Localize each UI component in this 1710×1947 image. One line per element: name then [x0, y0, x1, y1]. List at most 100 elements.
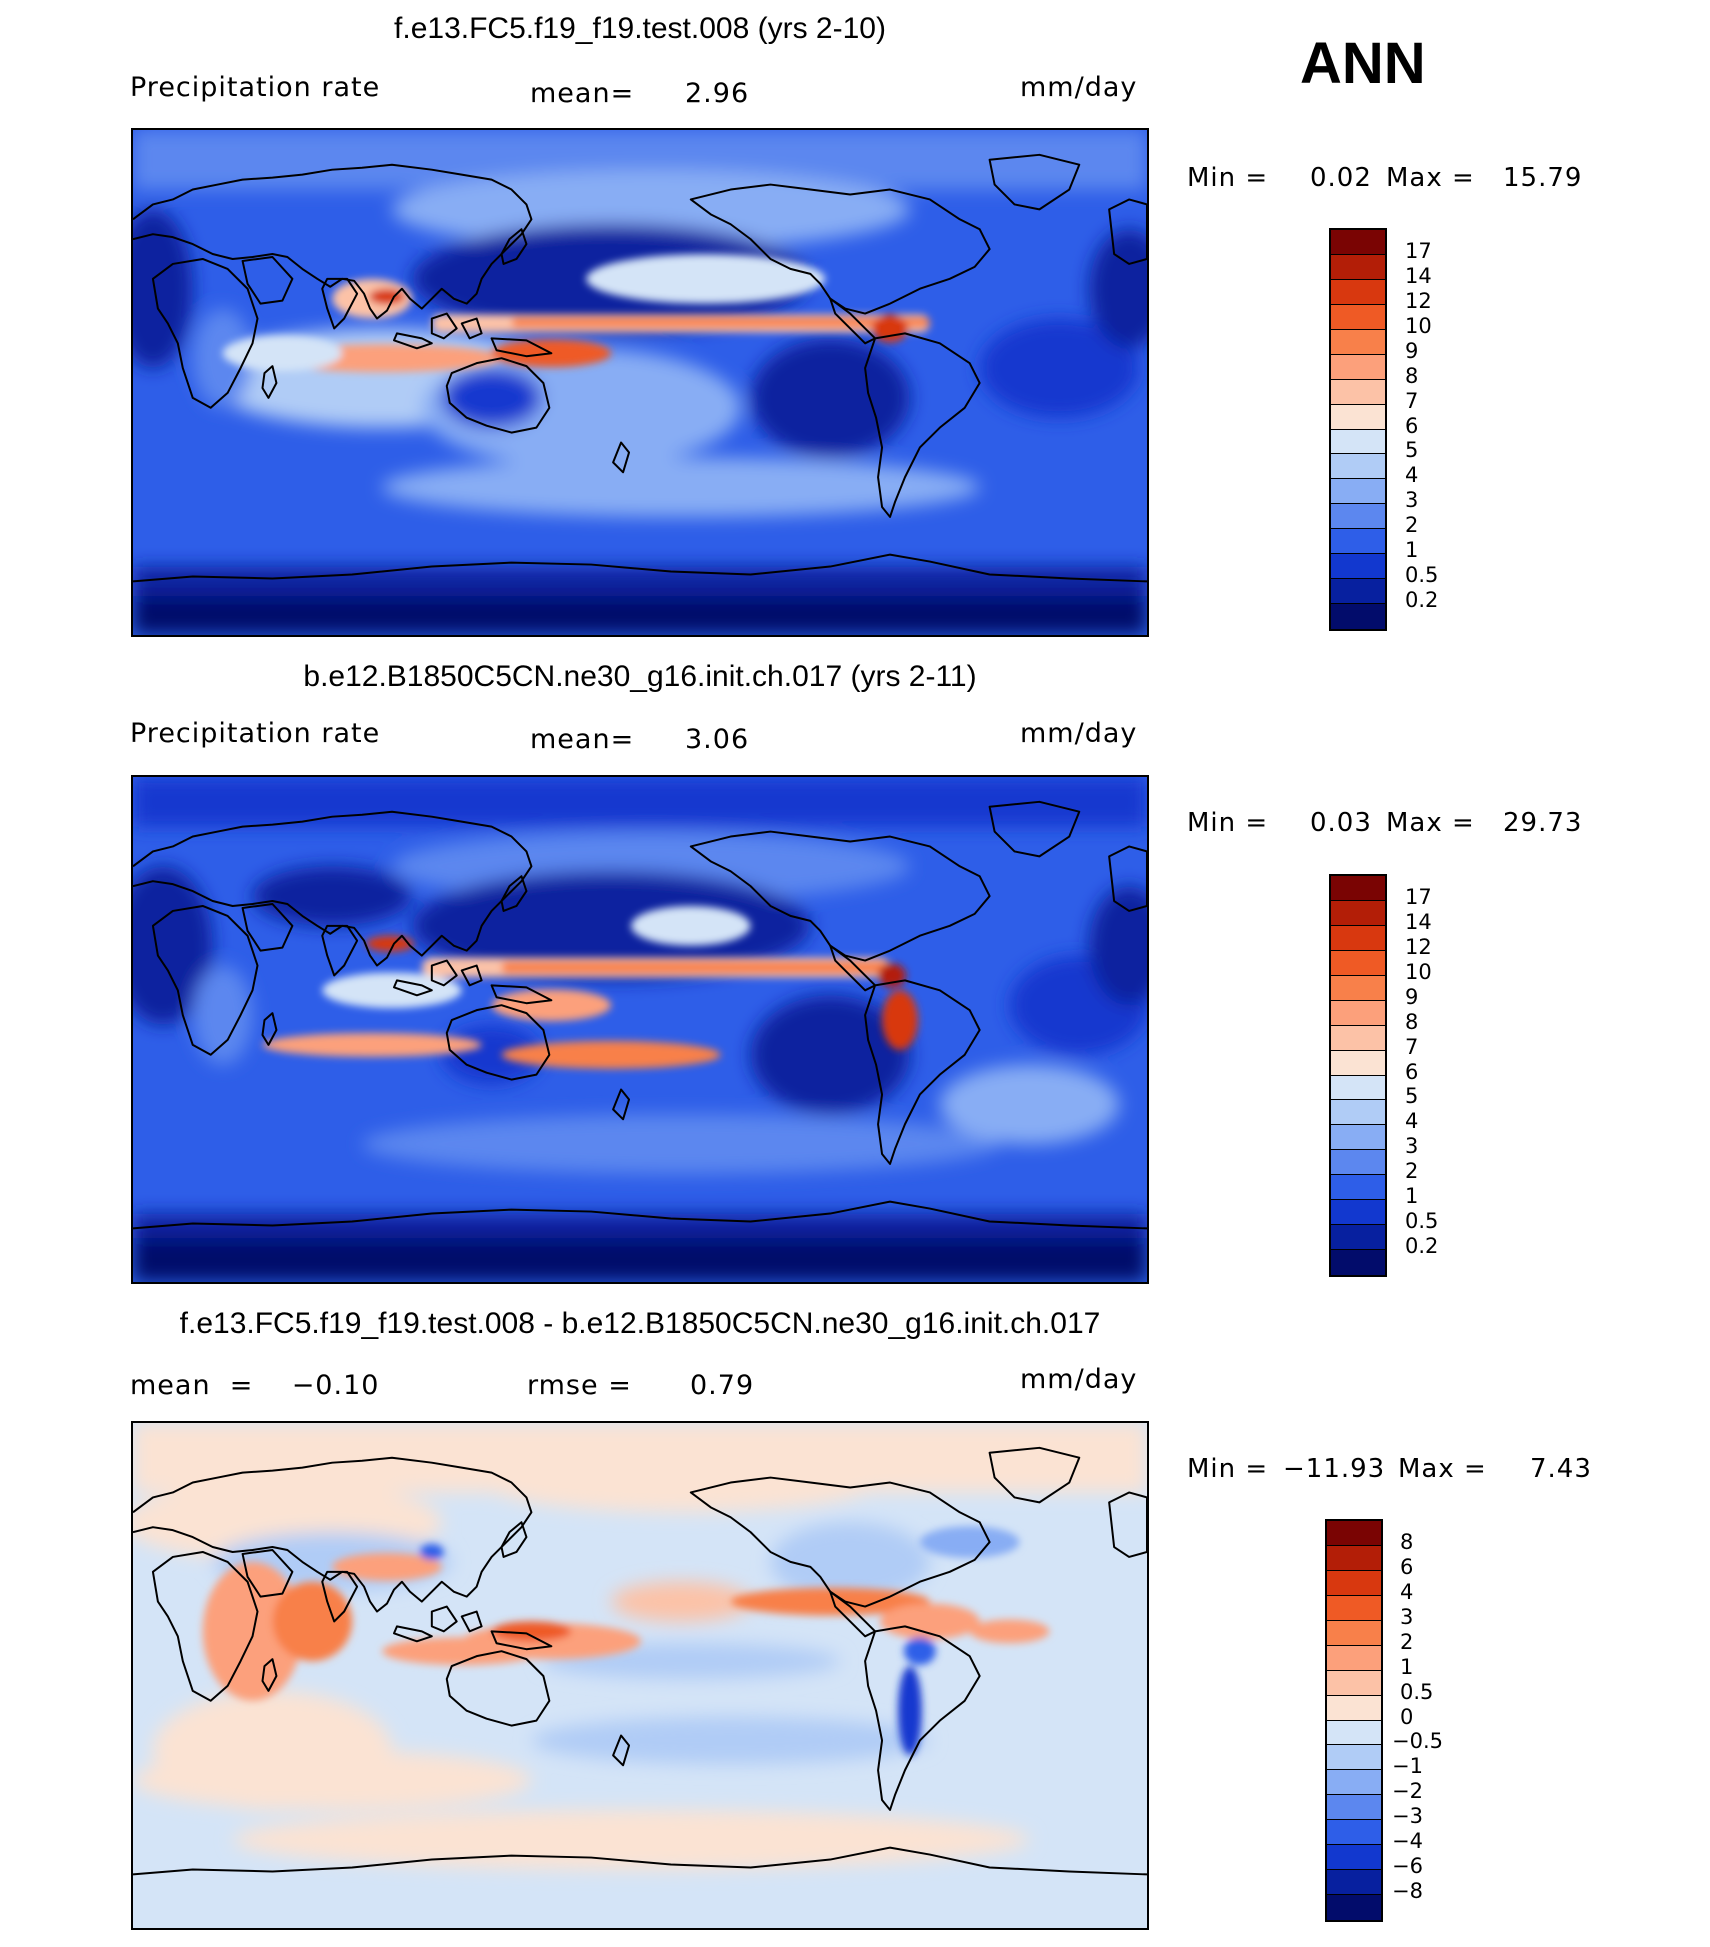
panel-1-mean-label: mean= — [530, 78, 635, 109]
colorbar-swatch — [1331, 404, 1385, 430]
colorbar-tick-label: 2 — [1405, 1159, 1419, 1184]
panel-3-max-value: 7.43 — [1530, 1454, 1592, 1484]
colorbar-swatch — [1331, 379, 1385, 405]
colorbar-swatch — [1331, 1225, 1385, 1251]
colorbar-tick-label: −4 — [1392, 1829, 1423, 1854]
colorbar-tick-label: 0 — [1400, 1704, 1414, 1729]
colorbar-swatch — [1331, 975, 1385, 1001]
colorbar-tick-label: 14 — [1405, 909, 1432, 934]
colorbar-tick-label: −8 — [1392, 1879, 1423, 1904]
colorbar-tick-label: 6 — [1405, 413, 1419, 438]
colorbar-swatch — [1331, 304, 1385, 330]
colorbar-swatch — [1331, 554, 1385, 580]
colorbar-tick-label: 6 — [1400, 1554, 1414, 1579]
colorbar-swatch — [1331, 1075, 1385, 1101]
panel-2-precip-map — [131, 775, 1149, 1284]
colorbar-swatch — [1331, 1175, 1385, 1201]
colorbar-swatch — [1331, 254, 1385, 280]
panel-3-title: f.e13.FC5.f19_f19.test.008 - b.e12.B1850… — [179, 1307, 1101, 1340]
colorbar-tick-label: 14 — [1405, 263, 1432, 288]
colorbar-tick-label: −1 — [1392, 1754, 1423, 1779]
colorbar-tick-label: −3 — [1392, 1804, 1423, 1829]
colorbar-tick-label: 5 — [1405, 1084, 1419, 1109]
colorbar-tick-label: 9 — [1405, 338, 1419, 363]
panel-2-max-value: 29.73 — [1503, 808, 1583, 838]
colorbar-swatch — [1331, 279, 1385, 305]
colorbar-swatch — [1331, 504, 1385, 530]
colorbar-swatch — [1327, 1720, 1381, 1746]
colorbar-tick-label: 0.2 — [1405, 588, 1439, 613]
colorbar-tick-label: 2 — [1400, 1629, 1414, 1654]
colorbar-swatch — [1327, 1770, 1381, 1796]
colorbar-swatch — [1331, 1025, 1385, 1051]
colorbar-swatch — [1331, 876, 1385, 901]
panel-3-max-label: Max = — [1398, 1454, 1487, 1484]
colorbar-tick-label: 10 — [1405, 313, 1432, 338]
colorbar-tick-label: 4 — [1400, 1579, 1414, 1604]
panel-3-rmse-label: rmse = — [527, 1370, 632, 1401]
panel-2-units: mm/day — [1020, 718, 1138, 749]
panel-2-mean-label: mean= — [530, 724, 635, 755]
colorbar-swatch — [1331, 604, 1385, 629]
panel-1-colorbar — [1329, 228, 1387, 631]
panel-1-max-label: Max = — [1386, 163, 1475, 193]
panel-3-mean-label: mean = −0.10 — [130, 1370, 380, 1401]
colorbar-swatch — [1327, 1645, 1381, 1671]
colorbar-swatch — [1331, 1050, 1385, 1076]
panel-3-colorbar — [1325, 1519, 1383, 1922]
panel-3-min-value: −11.93 — [1283, 1454, 1386, 1484]
colorbar-swatch — [1331, 1250, 1385, 1275]
colorbar-swatch — [1327, 1521, 1381, 1546]
colorbar-tick-label: 8 — [1405, 1009, 1419, 1034]
panel-1-max-value: 15.79 — [1503, 163, 1583, 193]
colorbar-tick-label: 0.5 — [1405, 563, 1439, 588]
colorbar-swatch — [1331, 900, 1385, 926]
colorbar-tick-label: 8 — [1405, 363, 1419, 388]
colorbar-swatch — [1327, 1870, 1381, 1896]
panel-3-difference-map — [131, 1421, 1149, 1930]
panel-2-mean-value: 3.06 — [685, 724, 750, 755]
panel-1-precip-map — [131, 128, 1149, 637]
colorbar-swatch — [1331, 329, 1385, 355]
colorbar-swatch — [1331, 579, 1385, 605]
colorbar-tick-label: 7 — [1405, 1034, 1419, 1059]
colorbar-tick-label: 0.5 — [1400, 1679, 1434, 1704]
colorbar-swatch — [1327, 1695, 1381, 1721]
colorbar-swatch — [1331, 1150, 1385, 1176]
panel-3-min-label: Min = — [1187, 1454, 1269, 1484]
colorbar-swatch — [1331, 479, 1385, 505]
colorbar-tick-label: 7 — [1405, 388, 1419, 413]
colorbar-swatch — [1327, 1795, 1381, 1821]
colorbar-swatch — [1327, 1845, 1381, 1871]
panel-2-min-label: Min = — [1187, 808, 1269, 838]
colorbar-tick-label: 2 — [1405, 513, 1419, 538]
colorbar-tick-label: 1 — [1400, 1654, 1414, 1679]
panel-3-units: mm/day — [1020, 1364, 1138, 1395]
panel-2-colorbar — [1329, 874, 1387, 1277]
panel-1-units: mm/day — [1020, 72, 1138, 103]
colorbar-tick-label: −0.5 — [1392, 1729, 1443, 1754]
colorbar-swatch — [1331, 950, 1385, 976]
colorbar-tick-label: 12 — [1405, 288, 1432, 313]
colorbar-swatch — [1327, 1670, 1381, 1696]
colorbar-tick-label: 1 — [1405, 538, 1419, 563]
colorbar-tick-label: 0.2 — [1405, 1234, 1439, 1259]
colorbar-tick-label: 9 — [1405, 984, 1419, 1009]
colorbar-swatch — [1327, 1620, 1381, 1646]
colorbar-tick-label: 3 — [1405, 1134, 1419, 1159]
season-label: ANN — [1300, 31, 1426, 96]
panel-3-rmse-value: 0.79 — [690, 1370, 755, 1401]
colorbar-tick-label: 17 — [1405, 884, 1432, 909]
colorbar-swatch — [1331, 1100, 1385, 1126]
colorbar-swatch — [1327, 1895, 1381, 1920]
colorbar-tick-label: 0.5 — [1405, 1209, 1439, 1234]
colorbar-swatch — [1331, 230, 1385, 255]
colorbar-swatch — [1331, 354, 1385, 380]
colorbar-tick-label: 4 — [1405, 1109, 1419, 1134]
colorbar-tick-label: 3 — [1400, 1604, 1414, 1629]
colorbar-swatch — [1327, 1570, 1381, 1596]
colorbar-tick-label: 6 — [1405, 1059, 1419, 1084]
colorbar-swatch — [1331, 429, 1385, 455]
colorbar-tick-label: 5 — [1405, 438, 1419, 463]
colorbar-swatch — [1327, 1745, 1381, 1771]
